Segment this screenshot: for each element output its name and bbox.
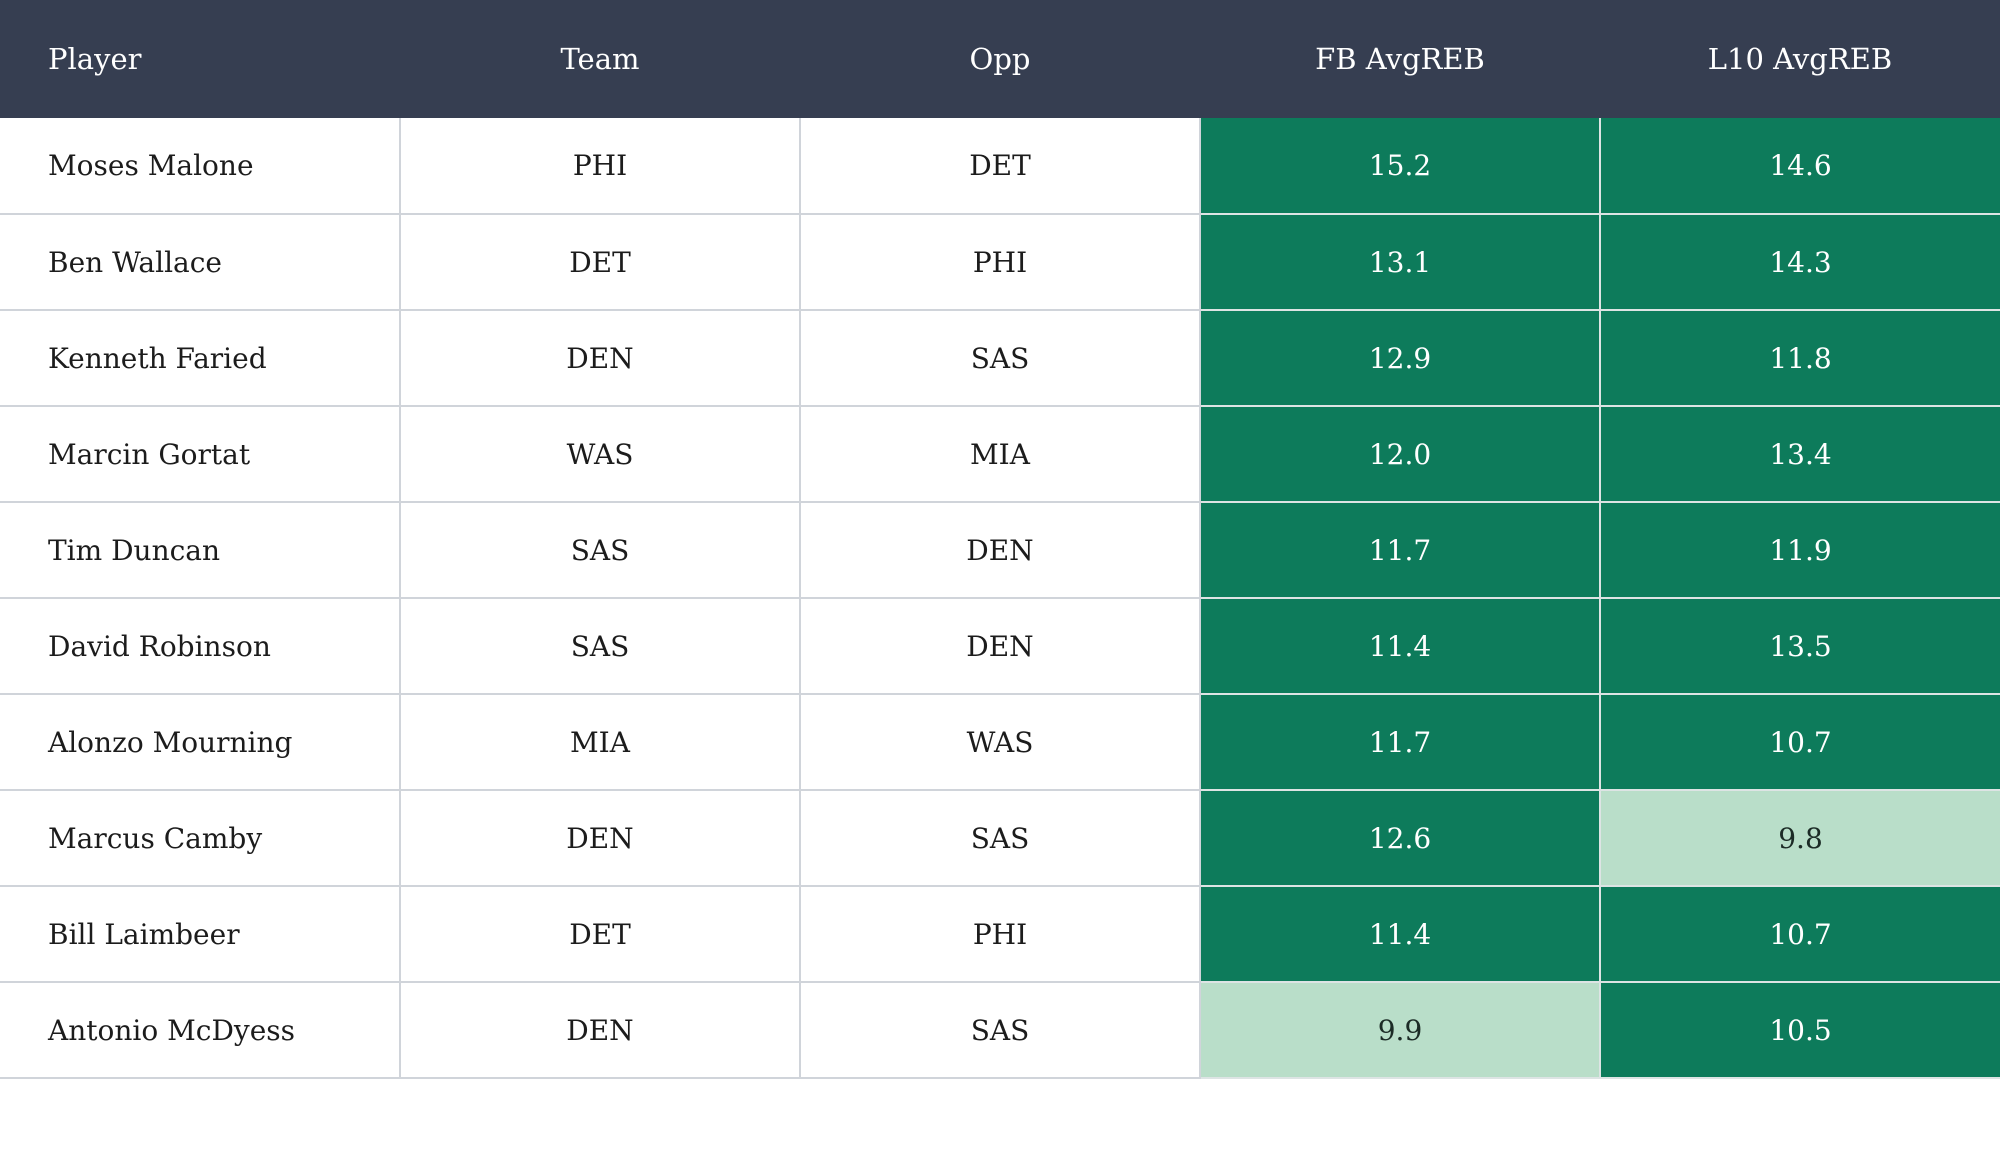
team-cell: PHI: [399, 118, 801, 215]
table-row: Marcus Camby DEN SAS 12.6 9.8: [0, 789, 2000, 887]
l10-avgreb-cell: 11.8: [1599, 309, 2000, 407]
team-cell: SAS: [399, 597, 801, 695]
l10-avgreb-cell: 14.6: [1599, 118, 2000, 215]
table-row: Ben Wallace DET PHI 13.1 14.3: [0, 213, 2000, 311]
table-row: Alonzo Mourning MIA WAS 11.7 10.7: [0, 693, 2000, 791]
column-header-team[interactable]: Team: [400, 0, 800, 118]
opp-cell: SAS: [799, 981, 1201, 1079]
opp-cell: DEN: [799, 501, 1201, 599]
fb-avgreb-cell: 13.1: [1199, 213, 1601, 311]
team-cell: MIA: [399, 693, 801, 791]
table-row: Tim Duncan SAS DEN 11.7 11.9: [0, 501, 2000, 599]
l10-avgreb-cell: 14.3: [1599, 213, 2000, 311]
rebounds-stats-table: Player Team Opp FB AvgREB L10 AvgREB Mos…: [0, 0, 2000, 1079]
table-row: Antonio McDyess DEN SAS 9.9 10.5: [0, 981, 2000, 1079]
fb-avgreb-cell: 12.9: [1199, 309, 1601, 407]
team-cell: DEN: [399, 981, 801, 1079]
player-name-cell: Ben Wallace: [0, 213, 401, 311]
team-cell: WAS: [399, 405, 801, 503]
opp-cell: DEN: [799, 597, 1201, 695]
opp-cell: WAS: [799, 693, 1201, 791]
opp-cell: SAS: [799, 789, 1201, 887]
l10-avgreb-cell: 11.9: [1599, 501, 2000, 599]
l10-avgreb-cell: 13.5: [1599, 597, 2000, 695]
player-name-cell: David Robinson: [0, 597, 401, 695]
header-row: Player Team Opp FB AvgREB L10 AvgREB: [0, 0, 2000, 118]
player-name-cell: Antonio McDyess: [0, 981, 401, 1079]
player-name-cell: Bill Laimbeer: [0, 885, 401, 983]
team-cell: DET: [399, 213, 801, 311]
table-header: Player Team Opp FB AvgREB L10 AvgREB: [0, 0, 2000, 118]
column-header-player[interactable]: Player: [0, 0, 400, 118]
team-cell: DET: [399, 885, 801, 983]
fb-avgreb-cell: 11.4: [1199, 597, 1601, 695]
l10-avgreb-cell: 10.7: [1599, 885, 2000, 983]
table-row: Marcin Gortat WAS MIA 12.0 13.4: [0, 405, 2000, 503]
fb-avgreb-cell: 12.0: [1199, 405, 1601, 503]
fb-avgreb-cell: 15.2: [1199, 118, 1601, 215]
l10-avgreb-cell: 10.7: [1599, 693, 2000, 791]
fb-avgreb-cell: 11.4: [1199, 885, 1601, 983]
table-row: Moses Malone PHI DET 15.2 14.6: [0, 118, 2000, 215]
opp-cell: PHI: [799, 885, 1201, 983]
fb-avgreb-cell: 12.6: [1199, 789, 1601, 887]
player-name-cell: Moses Malone: [0, 118, 401, 215]
l10-avgreb-cell: 13.4: [1599, 405, 2000, 503]
player-name-cell: Alonzo Mourning: [0, 693, 401, 791]
column-header-l10-avgreb[interactable]: L10 AvgREB: [1600, 0, 2000, 118]
table-body: Moses Malone PHI DET 15.2 14.6 Ben Wallace DET…: [0, 118, 2000, 1079]
l10-avgreb-cell: 9.8: [1599, 789, 2000, 887]
opp-cell: SAS: [799, 309, 1201, 407]
fb-avgreb-cell: 11.7: [1199, 501, 1601, 599]
opp-cell: MIA: [799, 405, 1201, 503]
fb-avgreb-cell: 9.9: [1199, 981, 1601, 1079]
l10-avgreb-cell: 10.5: [1599, 981, 2000, 1079]
column-header-opp[interactable]: Opp: [800, 0, 1200, 118]
column-header-fb-avgreb[interactable]: FB AvgREB: [1200, 0, 1600, 118]
player-name-cell: Kenneth Faried: [0, 309, 401, 407]
fb-avgreb-cell: 11.7: [1199, 693, 1601, 791]
table-row: Bill Laimbeer DET PHI 11.4 10.7: [0, 885, 2000, 983]
table-row: Kenneth Faried DEN SAS 12.9 11.8: [0, 309, 2000, 407]
team-cell: DEN: [399, 789, 801, 887]
team-cell: SAS: [399, 501, 801, 599]
opp-cell: PHI: [799, 213, 1201, 311]
opp-cell: DET: [799, 118, 1201, 215]
player-name-cell: Tim Duncan: [0, 501, 401, 599]
table-row: David Robinson SAS DEN 11.4 13.5: [0, 597, 2000, 695]
player-name-cell: Marcin Gortat: [0, 405, 401, 503]
team-cell: DEN: [399, 309, 801, 407]
player-name-cell: Marcus Camby: [0, 789, 401, 887]
